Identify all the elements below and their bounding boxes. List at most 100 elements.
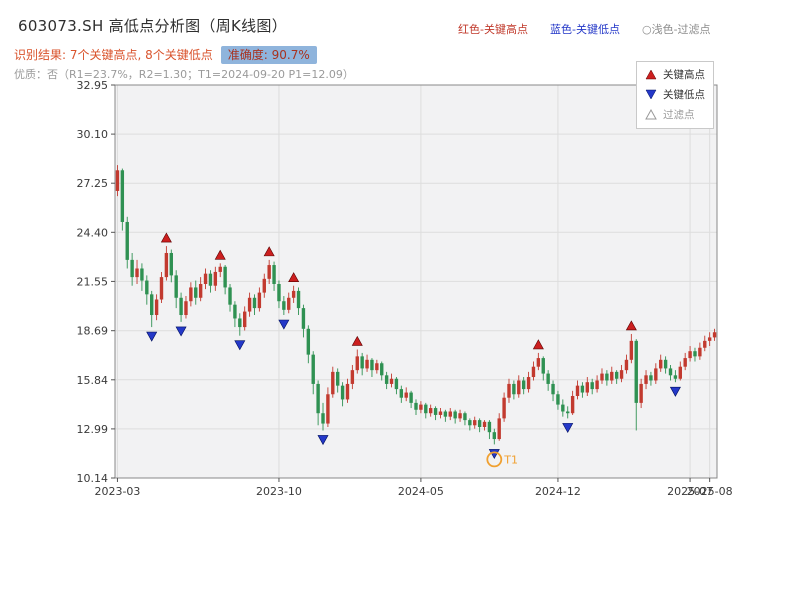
- key-high-marker: [532, 339, 544, 350]
- candle-body: [595, 380, 599, 390]
- candle-body: [443, 411, 448, 417]
- candle-body: [179, 297, 183, 316]
- candle-body: [370, 359, 374, 371]
- legend-item-label: 过滤点: [663, 109, 695, 121]
- candle-body: [130, 259, 134, 278]
- candle-body: [458, 413, 462, 419]
- key-high-marker: [214, 249, 226, 260]
- candle-body: [262, 278, 266, 293]
- candle-body: [409, 392, 413, 403]
- candle-body: [487, 421, 492, 433]
- candle-body: [399, 389, 404, 398]
- candle-body: [448, 411, 452, 417]
- chart-legend-box: 关键高点 关键低点 过滤点: [636, 61, 714, 129]
- candle-body: [375, 363, 379, 371]
- candle-body: [575, 385, 580, 396]
- candle-body: [150, 294, 154, 316]
- y-tick-label: 10.14: [77, 472, 109, 485]
- candle-body: [355, 356, 359, 371]
- candle-body: [291, 290, 296, 298]
- candle-body: [546, 373, 550, 384]
- x-tick-label: 2023-03: [94, 485, 140, 498]
- candle-body: [433, 408, 438, 415]
- candle-body: [654, 368, 658, 381]
- candle-body: [673, 375, 678, 379]
- candle-body: [424, 404, 428, 414]
- candle-body: [693, 351, 697, 357]
- candle-body: [600, 373, 604, 381]
- header-legend-filter-label: ○浅色-过滤点: [641, 23, 711, 36]
- candlestick-series: [115, 165, 717, 445]
- key-low-marker: [234, 340, 246, 351]
- candle-body: [556, 394, 560, 405]
- candle-body: [703, 340, 707, 348]
- candle-body: [404, 392, 408, 398]
- legend-item-label: 关键低点: [663, 89, 705, 101]
- key-high-marker: [263, 246, 275, 257]
- candle-body: [502, 397, 506, 419]
- candle-body: [688, 351, 692, 359]
- candle-body: [184, 301, 188, 316]
- candle-body: [634, 340, 638, 403]
- candle-body: [570, 395, 575, 414]
- candle-body: [629, 340, 634, 360]
- candle-body: [614, 371, 619, 379]
- key-low-marker: [146, 331, 158, 342]
- candle-body: [707, 337, 712, 341]
- candle-body: [218, 266, 222, 272]
- candle-body: [659, 359, 663, 369]
- candle-body: [698, 347, 702, 357]
- candle-body: [428, 408, 433, 414]
- x-tick-label: 2023-10: [256, 485, 302, 498]
- candle-body: [301, 308, 306, 329]
- candle-body: [140, 268, 144, 281]
- candle-body: [257, 292, 262, 309]
- filtered-point-circle: [486, 451, 503, 468]
- candle-body: [605, 373, 609, 381]
- candle-body: [125, 221, 129, 260]
- t1-annotation: T1: [503, 453, 518, 466]
- candle-body: [536, 358, 541, 367]
- candle-body: [683, 358, 687, 367]
- candle-body: [203, 273, 208, 284]
- recognition-result-text: 识别结果: 7个关键高点, 8个关键低点: [14, 48, 213, 62]
- candle-body: [233, 304, 237, 319]
- candle-body: [551, 383, 555, 395]
- candle-body: [272, 265, 276, 284]
- candle-body: [335, 371, 340, 386]
- candle-body: [164, 252, 169, 278]
- candle-body: [360, 356, 364, 369]
- accuracy-badge: 准确度: 90.7%: [220, 46, 317, 64]
- candle-body: [521, 380, 526, 390]
- candle-body: [247, 297, 252, 312]
- candle-body: [159, 277, 164, 300]
- candle-body: [340, 385, 345, 400]
- key-high-triangle-icon: [645, 69, 657, 80]
- candle-body: [365, 359, 369, 369]
- candle-body: [624, 359, 629, 371]
- page-title: 603073.SH 高低点分析图（周K线图）: [18, 17, 288, 35]
- candle-body: [619, 370, 624, 379]
- filter-triangle-icon: [645, 109, 657, 120]
- candle-body: [492, 432, 497, 440]
- candle-body: [394, 378, 399, 390]
- candle-body: [531, 366, 536, 378]
- x-tick-label: 2025-08: [687, 485, 733, 498]
- candle-body: [649, 375, 653, 381]
- candle-body: [208, 273, 213, 286]
- candle-body: [473, 420, 477, 426]
- key-low-marker: [317, 435, 329, 446]
- candle-body: [252, 297, 257, 309]
- header-legend: 红色-关键高点 蓝色-关键低点 ○浅色-过滤点: [458, 21, 711, 37]
- candle-body: [135, 268, 139, 278]
- legend-item-key-high: 关键高点: [645, 67, 705, 82]
- x-tick-label: 2024-12: [535, 485, 581, 498]
- candle-body: [213, 271, 218, 286]
- key-low-marker: [488, 449, 500, 460]
- candle-body: [668, 368, 673, 376]
- key-low-marker: [669, 386, 681, 397]
- candle-body: [512, 383, 516, 395]
- y-tick-label: 21.55: [77, 275, 109, 288]
